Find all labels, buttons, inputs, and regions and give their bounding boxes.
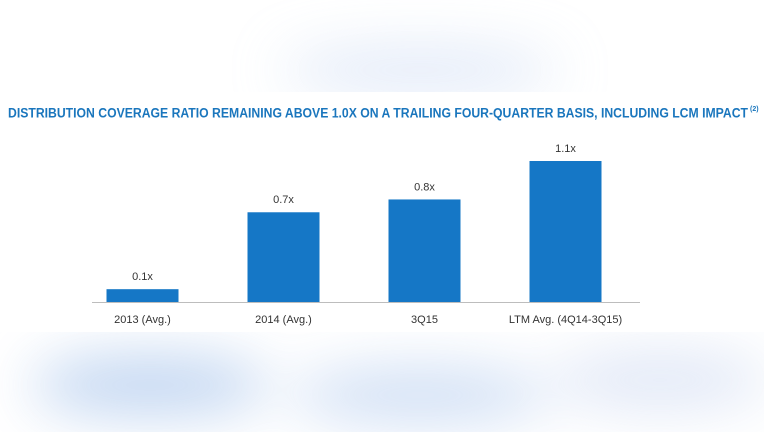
value-label: 0.8x xyxy=(414,181,435,193)
value-label: 0.7x xyxy=(273,194,294,206)
x-tick-label: 2014 (Avg.) xyxy=(255,314,312,326)
chart-title: DISTRIBUTION COVERAGE RATIO REMAINING AB… xyxy=(8,106,749,121)
value-label: 0.1x xyxy=(132,271,153,283)
background-blur xyxy=(30,48,764,423)
x-tick-label: LTM Avg. (4Q14-3Q15) xyxy=(509,314,622,326)
bar xyxy=(106,289,179,302)
title-note: (2) xyxy=(750,106,759,113)
bar xyxy=(388,199,461,302)
x-tick-label: 2013 (Avg.) xyxy=(114,314,171,326)
bar xyxy=(529,161,602,302)
bar xyxy=(247,212,320,302)
x-tick-label: 3Q15 xyxy=(411,314,438,326)
value-label: 1.1x xyxy=(555,143,576,155)
